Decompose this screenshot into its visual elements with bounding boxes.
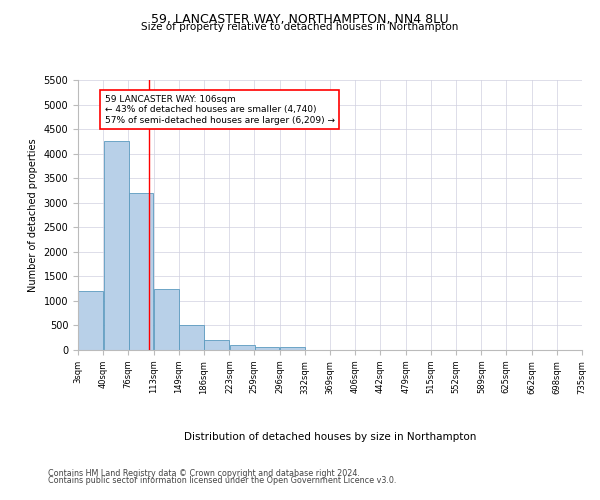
Bar [179,326,204,350]
Text: Distribution of detached houses by size in Northampton: Distribution of detached houses by size … [184,432,476,442]
Bar [104,142,128,350]
Bar [78,291,103,350]
Bar [254,346,280,350]
Bar [230,345,254,350]
Y-axis label: Number of detached properties: Number of detached properties [28,138,38,292]
Bar [128,193,154,350]
Text: 59 LANCASTER WAY: 106sqm
← 43% of detached houses are smaller (4,740)
57% of sem: 59 LANCASTER WAY: 106sqm ← 43% of detach… [105,94,335,124]
Text: Size of property relative to detached houses in Northampton: Size of property relative to detached ho… [142,22,458,32]
Bar [154,288,179,350]
Text: Contains public sector information licensed under the Open Government Licence v3: Contains public sector information licen… [48,476,397,485]
Text: Contains HM Land Registry data © Crown copyright and database right 2024.: Contains HM Land Registry data © Crown c… [48,468,360,477]
Text: 59, LANCASTER WAY, NORTHAMPTON, NN4 8LU: 59, LANCASTER WAY, NORTHAMPTON, NN4 8LU [151,12,449,26]
Bar [204,340,229,350]
Bar [280,346,305,350]
